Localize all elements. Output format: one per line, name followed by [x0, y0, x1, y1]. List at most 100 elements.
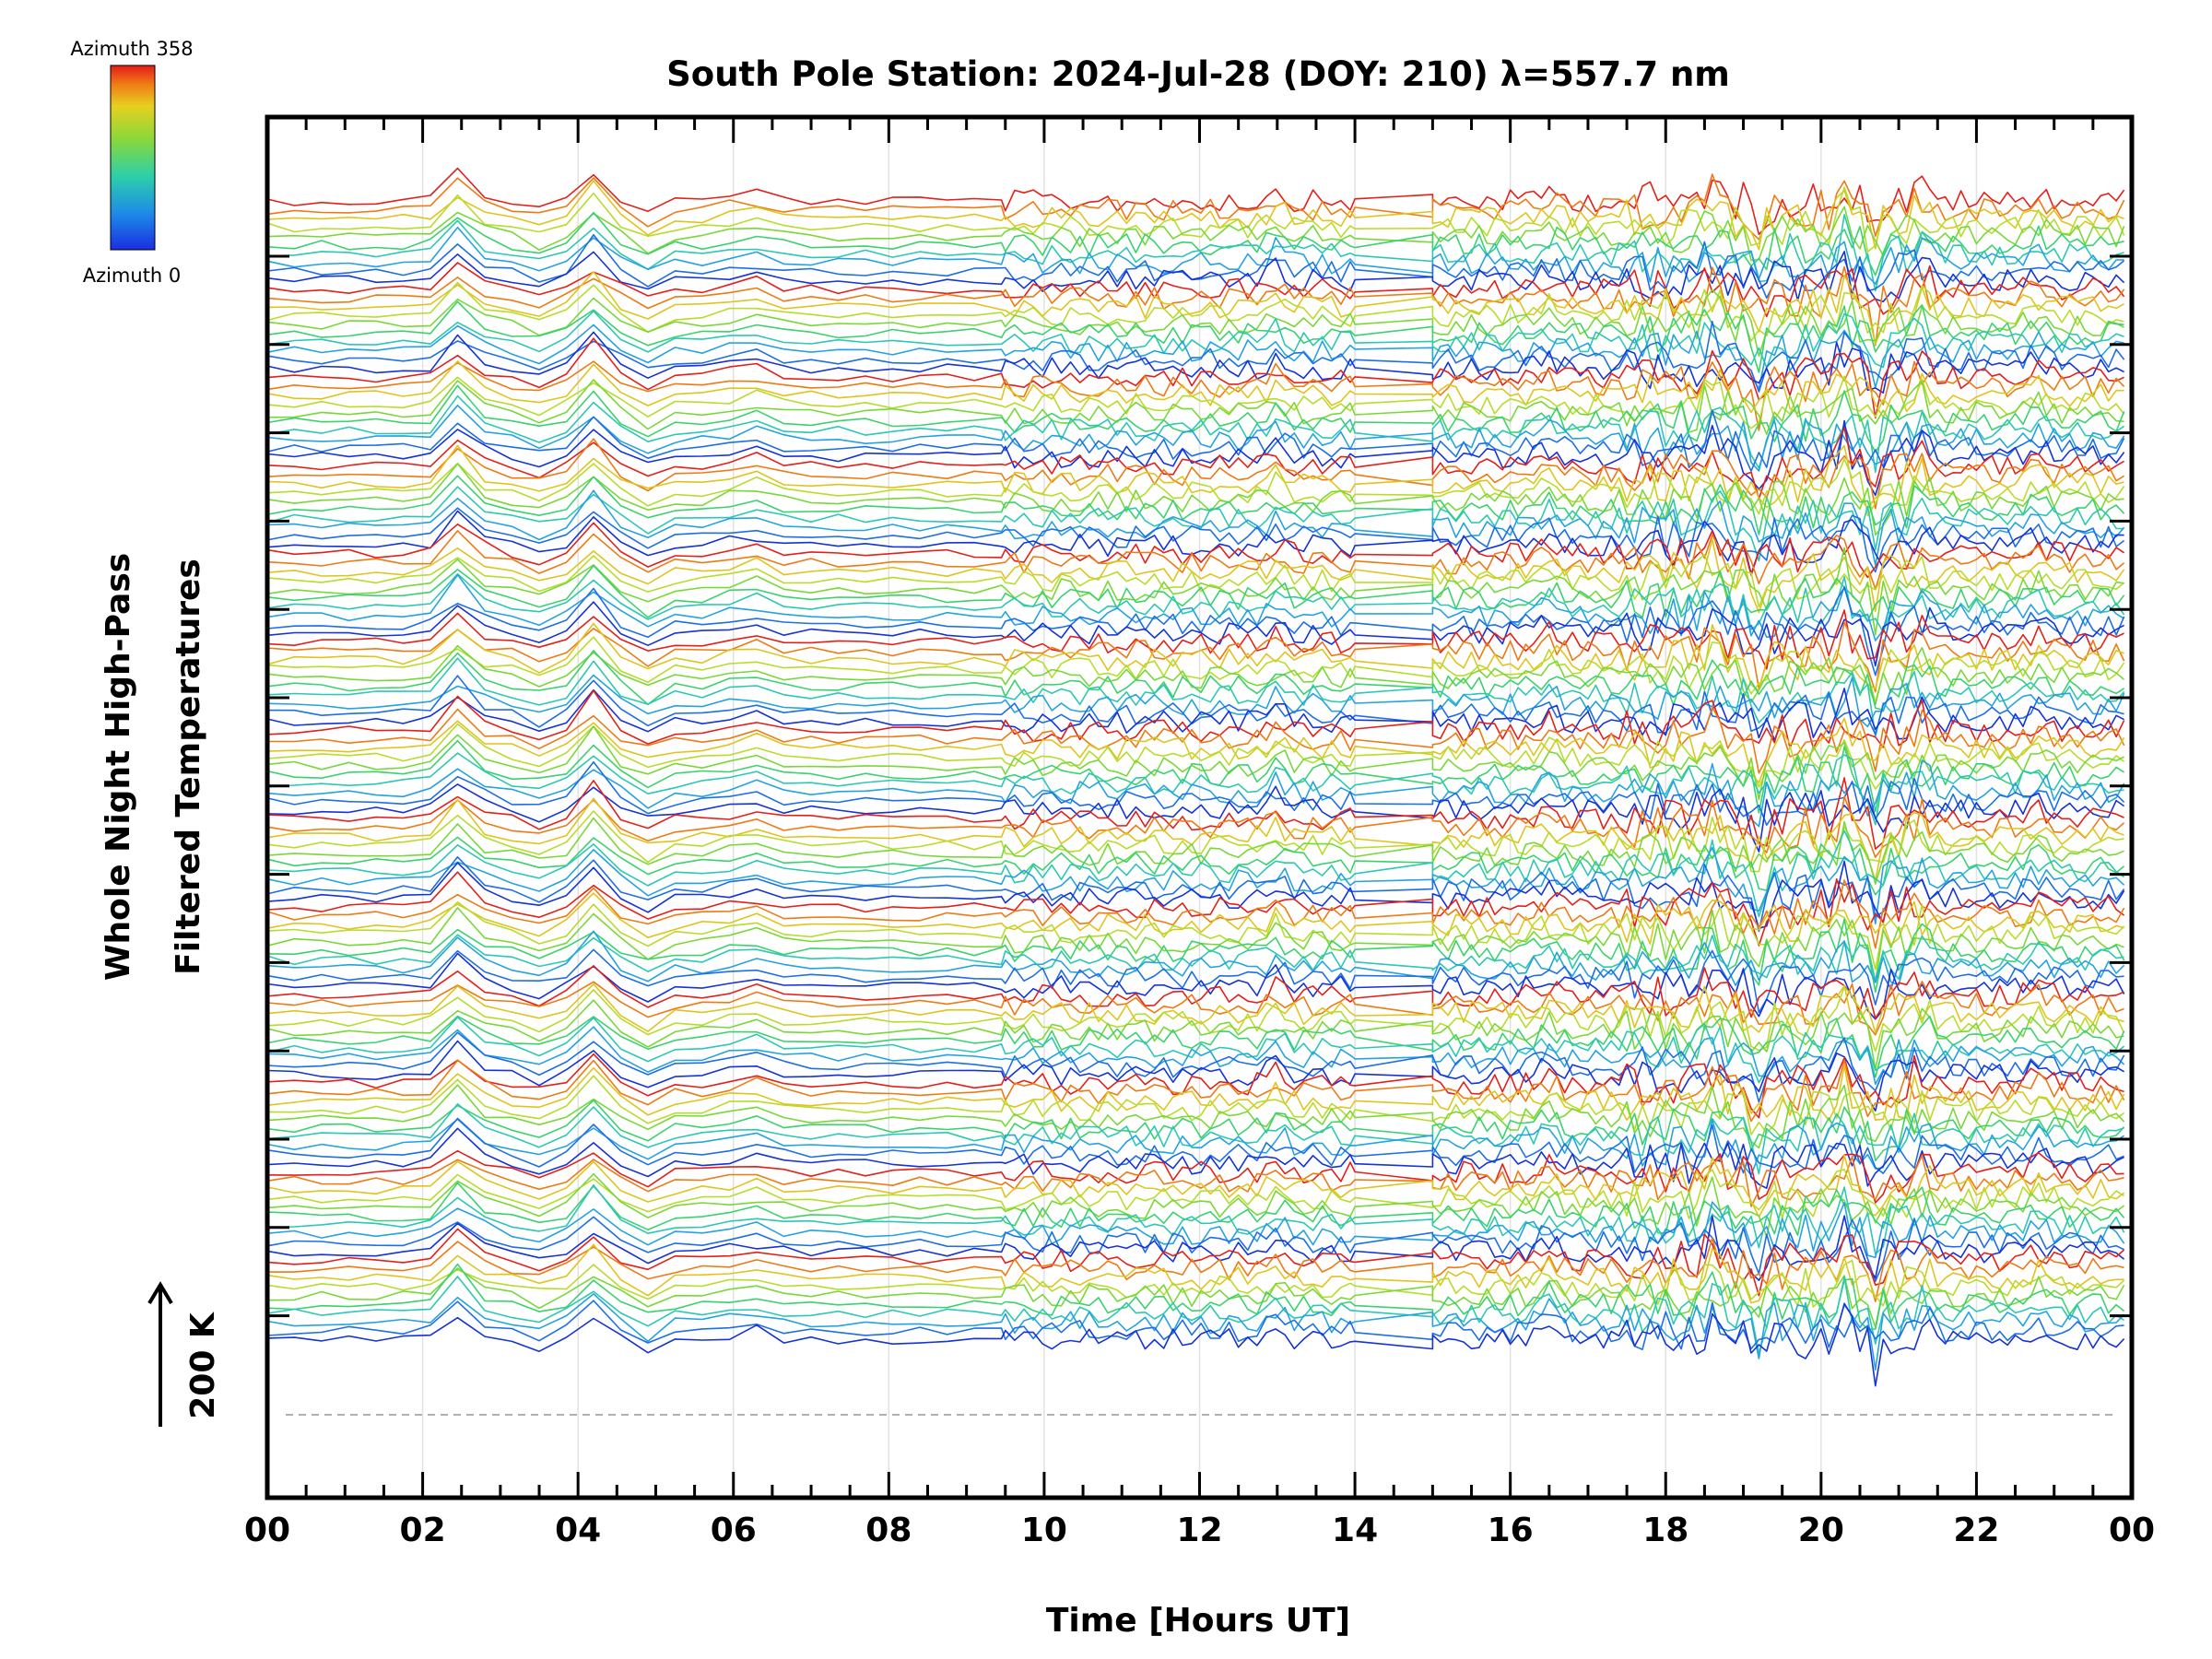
temperature-trace [266, 394, 2125, 474]
colorbar-bottom-label: Azimuth 0 [83, 265, 182, 287]
temperature-trace [266, 186, 2125, 253]
x-tick-label: 00 [2109, 1512, 2155, 1549]
x-tick-label: 00 [244, 1512, 290, 1549]
temperature-trace [266, 965, 2124, 1019]
temperature-trace [266, 1053, 2124, 1119]
y-axis-label: Whole Night High-Pass Filtered Temperatu… [100, 553, 207, 981]
temperature-trace [266, 759, 2125, 828]
temperature-trace [266, 270, 2124, 346]
x-tick-label: 10 [1021, 1512, 1067, 1549]
temperature-trace [266, 384, 2125, 453]
temperature-trace [266, 918, 2125, 994]
x-axis-ticks [265, 117, 2134, 1498]
temperature-trace [266, 288, 2124, 358]
temperature-trace [266, 379, 2124, 435]
x-tick-label: 06 [711, 1512, 757, 1549]
temperature-trace [266, 167, 2125, 236]
temperature-trace [266, 265, 2125, 347]
temperature-trace [266, 797, 2124, 882]
temperature-trace [266, 510, 2124, 575]
temperature-trace [266, 871, 2125, 947]
temperature-trace [266, 409, 2125, 472]
temperature-trace [266, 1100, 2125, 1162]
temperature-trace [266, 892, 2124, 946]
temperature-trace [266, 586, 2125, 677]
temperature-trace [266, 522, 2125, 579]
x-tick-label: 22 [1953, 1512, 1999, 1549]
temperature-trace [266, 817, 2124, 885]
temperature-trace [266, 644, 2125, 706]
temperature-trace [266, 674, 2125, 728]
temperature-trace [266, 572, 2125, 633]
temperature-trace [266, 331, 2124, 394]
temperature-trace [266, 1300, 2124, 1350]
temperature-trace [266, 689, 2125, 749]
temperature-trace [266, 948, 2124, 1014]
temperature-trace [266, 537, 2125, 614]
temperature-trace [266, 458, 2125, 517]
temperature-trace [266, 609, 2124, 670]
temperature-trace [266, 281, 2124, 342]
colorbar-top-label: Azimuth 358 [70, 38, 193, 60]
temperature-trace [266, 846, 2125, 925]
colorbar-gradient [110, 65, 156, 251]
temperature-trace [266, 723, 2125, 790]
temperature-trace [266, 999, 2124, 1070]
temperature-trace [266, 1259, 2125, 1308]
temperature-trace [266, 930, 2125, 986]
x-axis-tick-labels: 00 02 04 06 08 10 12 14 16 18 20 22 00 [244, 1512, 2155, 1549]
temperature-trace [266, 860, 2125, 930]
y-axis-label-line2: Filtered Temperatures [170, 559, 207, 975]
temperature-trace [266, 900, 2125, 971]
temperature-trace [266, 1127, 2124, 1189]
temperature-trace [266, 1026, 2125, 1086]
x-tick-label: 16 [1488, 1512, 1534, 1549]
temperature-trace [266, 795, 2125, 859]
temperature-trace [266, 1182, 2125, 1237]
y-axis-ticks [267, 254, 2132, 1318]
temperature-trace [266, 952, 2125, 1020]
x-tick-label: 12 [1176, 1512, 1222, 1549]
temperature-trace [266, 717, 2125, 783]
trace-lines [266, 167, 2125, 1387]
x-tick-label: 18 [1642, 1512, 1688, 1549]
temperature-trace [266, 486, 2124, 562]
chart-title: South Pole Station: 2024-Jul-28 (DOY: 21… [666, 54, 1730, 94]
temperature-trace [266, 879, 2125, 949]
temperature-trace [266, 752, 2124, 826]
temperature-trace [266, 1169, 2125, 1219]
temperature-trace [266, 553, 2125, 608]
temperature-trace [266, 777, 2124, 850]
temperature-trace [266, 601, 2124, 667]
temperature-trace [266, 1154, 2124, 1207]
temperature-trace [266, 1243, 2124, 1304]
temperature-trace [266, 783, 2125, 853]
temperature-trace [266, 1183, 2125, 1255]
temperature-trace [266, 934, 2124, 982]
temperature-trace [266, 1215, 2125, 1281]
temperature-trace [266, 310, 2124, 369]
temperature-trace [266, 489, 2125, 566]
temperature-trace [266, 636, 2125, 703]
temperature-trace [266, 419, 2125, 497]
temperature-trace [266, 360, 2124, 418]
temperature-trace [266, 250, 2125, 303]
y-axis-label-line1: Whole Night High-Pass [100, 553, 137, 981]
x-tick-label: 08 [865, 1512, 912, 1549]
temperature-trace [266, 1293, 2125, 1371]
temperature-trace [266, 981, 2124, 1036]
x-tick-label: 04 [555, 1512, 601, 1549]
temperature-trace [266, 1031, 2125, 1103]
temperature-trace [266, 1118, 2125, 1176]
temperature-trace [266, 214, 2124, 292]
temperature-trace [266, 1228, 2125, 1297]
temperature-trace [266, 739, 2125, 814]
temperature-trace [266, 573, 2125, 641]
temperature-trace [267, 1237, 2124, 1302]
temperature-trace [266, 1267, 2125, 1328]
x-axis-label: Time [Hours UT] [1046, 1602, 1350, 1640]
temperature-trace [266, 650, 2125, 712]
temperature-trace [266, 438, 2125, 510]
temperature-trace [266, 1302, 2125, 1387]
